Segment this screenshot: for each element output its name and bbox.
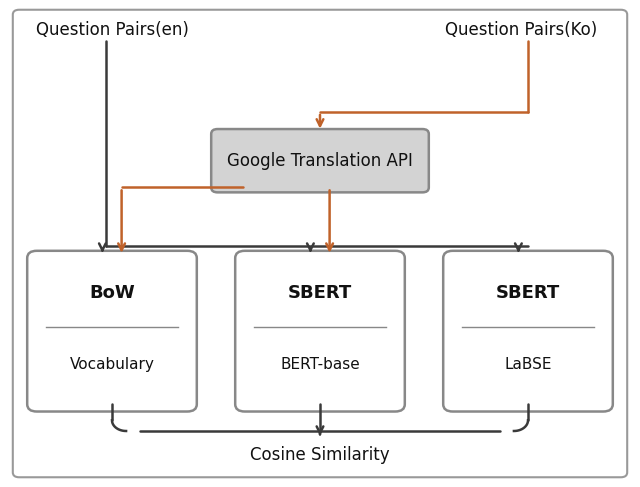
FancyBboxPatch shape xyxy=(211,129,429,192)
Text: Vocabulary: Vocabulary xyxy=(70,357,154,372)
FancyBboxPatch shape xyxy=(236,251,405,412)
Text: Question Pairs(en): Question Pairs(en) xyxy=(36,21,188,39)
Text: Question Pairs(Ko): Question Pairs(Ko) xyxy=(445,21,598,39)
FancyBboxPatch shape xyxy=(443,251,613,412)
Text: Google Translation API: Google Translation API xyxy=(227,152,413,169)
Text: LaBSE: LaBSE xyxy=(504,357,552,372)
Text: BERT-base: BERT-base xyxy=(280,357,360,372)
FancyBboxPatch shape xyxy=(13,10,627,477)
Text: SBERT: SBERT xyxy=(496,284,560,302)
Text: BoW: BoW xyxy=(89,284,135,302)
Text: Cosine Similarity: Cosine Similarity xyxy=(250,447,390,464)
FancyBboxPatch shape xyxy=(27,251,197,412)
Text: SBERT: SBERT xyxy=(288,284,352,302)
